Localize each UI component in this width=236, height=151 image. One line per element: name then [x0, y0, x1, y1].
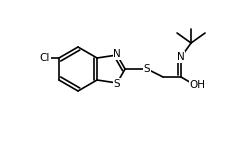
Text: S: S	[144, 64, 150, 74]
Text: N: N	[177, 52, 185, 62]
Text: S: S	[114, 79, 120, 89]
Text: N: N	[113, 49, 121, 59]
Text: Cl: Cl	[40, 53, 50, 63]
Text: OH: OH	[189, 80, 205, 90]
